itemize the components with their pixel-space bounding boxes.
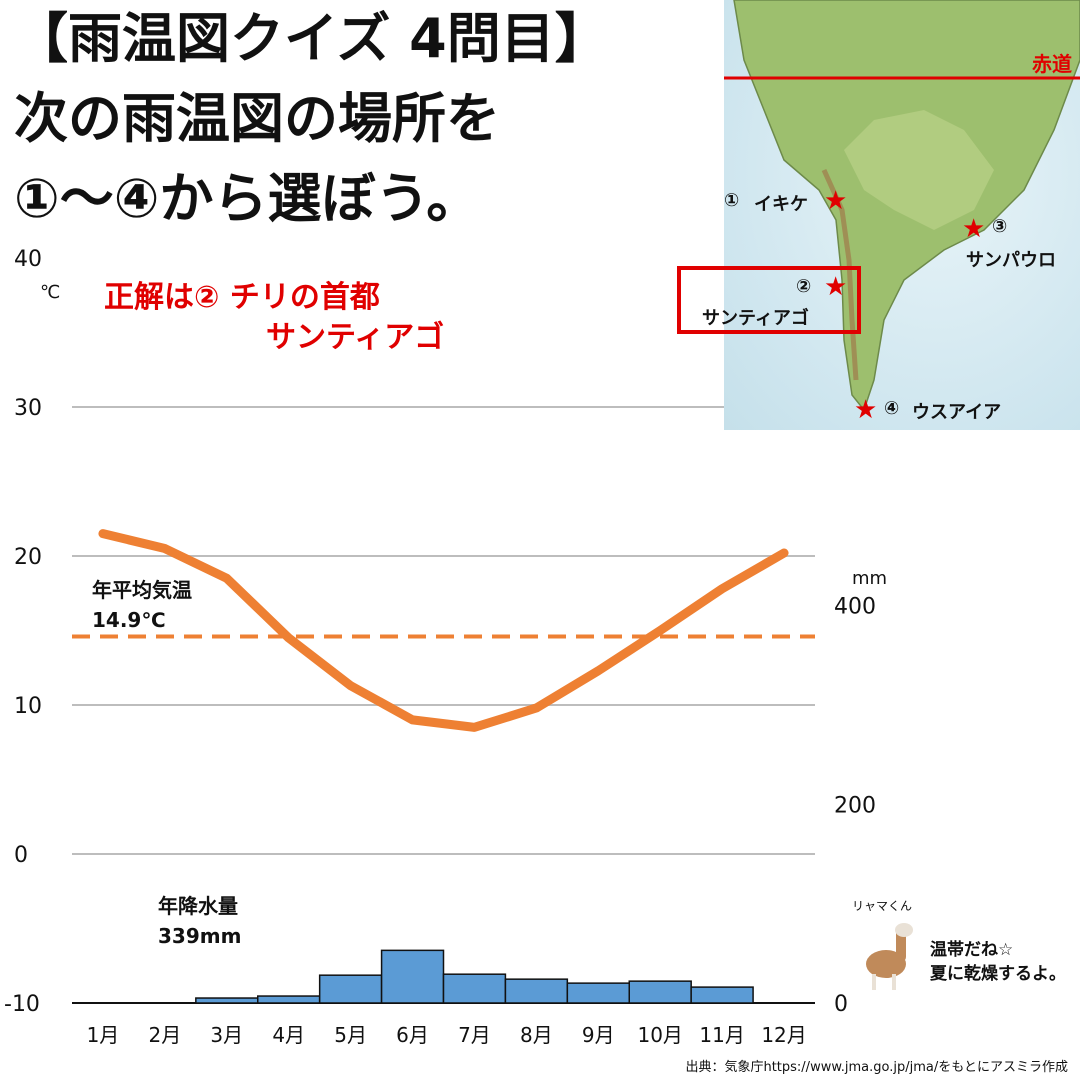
- llama-icon: [866, 923, 913, 990]
- month-label: 9月: [582, 1023, 615, 1047]
- month-label: 11月: [699, 1023, 744, 1047]
- place-2-name: サンティアゴ: [702, 308, 809, 329]
- place-3-number: ③: [992, 216, 1008, 237]
- equator-label: 赤道: [1032, 52, 1072, 76]
- temp-tick-label: 20: [14, 545, 42, 570]
- place-4-number: ④: [884, 398, 900, 419]
- place-2-number: ②: [796, 276, 812, 297]
- avg-temp-label: 年平均気温: [92, 578, 192, 602]
- place-4-name: ウスアイア: [912, 402, 1002, 423]
- month-label: 8月: [520, 1023, 553, 1047]
- precip-bar: [318, 974, 383, 1004]
- source-credit: 出典：気象庁https://www.jma.go.jp/jma/をもとにアスミラ…: [685, 1060, 1068, 1075]
- place-4-star-icon: ★: [854, 395, 878, 425]
- character-line-2: 夏に乾燥するよ。: [930, 964, 1066, 984]
- title-line-2: 次の雨温図の場所を: [14, 87, 500, 150]
- temp-tick-label: 10: [14, 694, 42, 719]
- precip-bar: [504, 978, 569, 1004]
- place-2-star-icon: ★: [824, 272, 848, 302]
- temp-tick-label: 40: [14, 247, 42, 272]
- place-1-number: ①: [724, 190, 740, 211]
- month-label: 12月: [761, 1023, 806, 1047]
- place-3-name: サンパウロ: [966, 250, 1056, 271]
- month-label: 6月: [396, 1023, 429, 1047]
- temperature-line: [98, 529, 789, 732]
- precip-bar: [690, 986, 754, 1004]
- month-label: 7月: [458, 1023, 491, 1047]
- month-label: 1月: [87, 1023, 120, 1047]
- precip-bar: [442, 973, 507, 1004]
- avg-temp-value: 14.9℃: [92, 608, 166, 632]
- character-name: リャマくん: [852, 899, 913, 913]
- answer-highlight-box: [677, 266, 861, 334]
- precip-bar: [628, 980, 692, 1004]
- place-3-star-icon: ★: [962, 214, 986, 244]
- temp-tick-label: 30: [14, 396, 42, 421]
- precip-tick-label: 0: [834, 992, 848, 1017]
- annual-precip-label: 年降水量: [158, 894, 238, 918]
- temp-tick-label: 0: [14, 843, 28, 868]
- temp-tick-label: -10: [4, 992, 40, 1017]
- title-line-3: ①〜④から選ぼう。: [14, 167, 481, 230]
- map-land-shape: [724, 0, 1080, 412]
- answer-line-1: 正解は② チリの首都: [104, 280, 380, 315]
- temperature-axis-ticks: -10 0 10 20 30 40: [4, 247, 42, 1017]
- precipitation-bars: [195, 949, 754, 1004]
- month-label: 5月: [334, 1023, 367, 1047]
- precip-bar: [380, 949, 445, 1004]
- precip-tick-label: 200: [834, 793, 876, 818]
- temperature-unit: ℃: [40, 282, 60, 303]
- title-line-1: 【雨温図クイズ 4問目】: [14, 7, 609, 70]
- precip-bar: [566, 982, 630, 1004]
- south-america-map: 赤道 ① イキケ ★ ★ ③ サンパウロ ② ★ ★ ④ ウスアイア: [724, 0, 1080, 430]
- answer-line-2: サンティアゴ: [266, 320, 445, 355]
- month-label: 3月: [210, 1023, 243, 1047]
- character-line-1: 温帯だね☆: [930, 940, 1014, 960]
- place-1-name: イキケ: [754, 194, 808, 215]
- month-label: 4月: [272, 1023, 305, 1047]
- place-1-star-icon: ★: [824, 186, 848, 216]
- month-label: 10月: [637, 1023, 682, 1047]
- month-label: 2月: [149, 1023, 182, 1047]
- precip-bar: [257, 995, 321, 1004]
- precip-bar: [195, 997, 259, 1004]
- precip-tick-label: 400: [834, 595, 876, 620]
- annual-precip-value: 339mm: [158, 924, 242, 948]
- precipitation-unit: mm: [852, 568, 887, 589]
- month-labels: 1月 2月 3月 4月 5月 6月 7月 8月 9月 10月 11月 12月: [87, 1023, 807, 1047]
